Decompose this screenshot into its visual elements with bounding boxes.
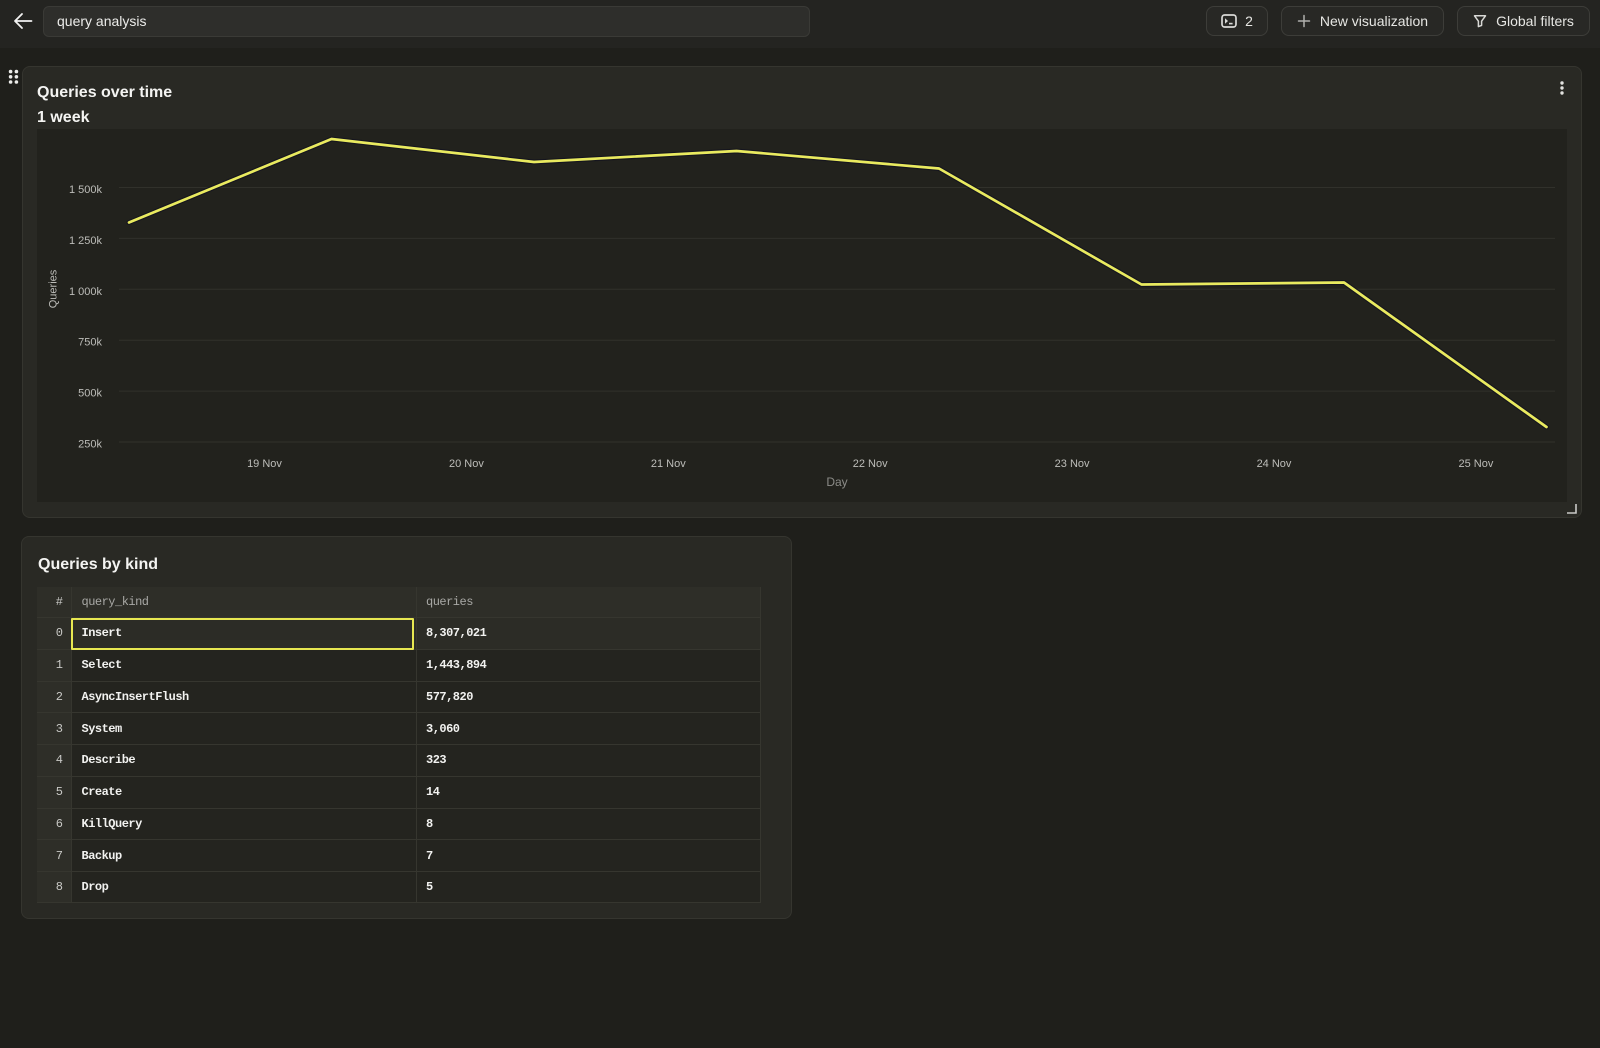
svg-text:25 Nov: 25 Nov — [1458, 458, 1493, 470]
svg-text:23 Nov: 23 Nov — [1055, 458, 1090, 470]
svg-text:20 Nov: 20 Nov — [449, 458, 484, 470]
svg-text:Queries: Queries — [48, 269, 60, 308]
svg-text:19 Nov: 19 Nov — [247, 458, 282, 470]
svg-text:1 500k: 1 500k — [69, 184, 103, 196]
svg-text:250k: 250k — [78, 439, 102, 451]
svg-text:1 250k: 1 250k — [69, 235, 103, 247]
svg-text:22 Nov: 22 Nov — [853, 458, 888, 470]
svg-text:24 Nov: 24 Nov — [1257, 458, 1292, 470]
svg-text:1 000k: 1 000k — [69, 286, 103, 298]
svg-text:750k: 750k — [78, 337, 102, 349]
svg-text:Day: Day — [826, 475, 847, 489]
svg-text:500k: 500k — [78, 388, 102, 400]
svg-text:21 Nov: 21 Nov — [651, 458, 686, 470]
